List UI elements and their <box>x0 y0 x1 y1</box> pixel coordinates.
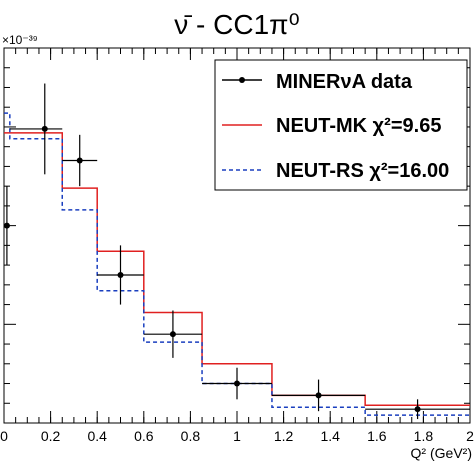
y-exponent-label: ×10⁻³⁹ <box>2 33 38 47</box>
x-tick-label: 0.8 <box>181 428 201 444</box>
x-tick-label: 1.8 <box>414 428 434 444</box>
x-tick-label: 0.2 <box>41 428 61 444</box>
data-point <box>414 406 421 413</box>
data-point <box>76 157 83 164</box>
x-tick-label: 0.6 <box>134 428 154 444</box>
chart-title: ν̄ - CC1π⁰ <box>174 9 299 40</box>
x-tick-label: 0.4 <box>87 428 107 444</box>
data-point <box>117 271 124 278</box>
x-tick-label: 1.4 <box>320 428 340 444</box>
x-axis-label: Q² (GeV²) <box>411 445 472 461</box>
data-point <box>3 222 10 229</box>
legend-label-neut-rs: NEUT-RS χ²=16.00 <box>276 160 449 182</box>
x-tick-label: 1.2 <box>274 428 294 444</box>
data-point <box>234 380 240 387</box>
data-points <box>3 83 470 420</box>
legend-label-neut-mk: NEUT-MK χ²=9.65 <box>276 115 441 137</box>
legend-marker-data-dot <box>239 77 245 83</box>
x-tick-label: 1 <box>233 428 241 444</box>
x-tick-label: 2 <box>466 428 474 444</box>
histogram-neut-rs <box>4 112 470 416</box>
data-point <box>41 125 48 132</box>
data-point <box>315 392 322 399</box>
legend-label-data: MINERνA data <box>276 71 413 93</box>
x-tick-label: 1.6 <box>367 428 387 444</box>
x-tick-label: 0 <box>0 428 8 444</box>
data-point <box>169 331 176 338</box>
legend: MINERνA data NEUT-MK χ²=9.65 NEUT-RS χ²=… <box>214 59 468 191</box>
